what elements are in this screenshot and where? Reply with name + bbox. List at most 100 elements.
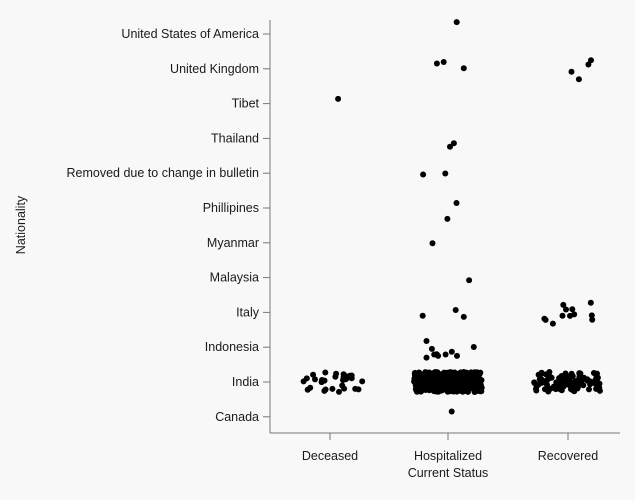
data-point-hospitalized-indonesia [470, 344, 477, 350]
data-point-hospitalized-india [414, 375, 421, 382]
data-point-hospitalized-phillipines [444, 215, 451, 222]
y-tick-label-united-states-of-america: United States of America [121, 27, 259, 41]
data-point-recovered-united-kingdom [585, 61, 592, 68]
data-point-deceased-india [341, 385, 348, 392]
data-point-hospitalized-india [436, 382, 443, 389]
data-point-recovered-india [577, 370, 584, 377]
data-point-hospitalized-italy [419, 312, 426, 319]
data-point-deceased-india [307, 384, 314, 391]
data-point-hospitalized-india [477, 388, 483, 395]
data-point-hospitalized-myanmar [429, 240, 436, 247]
y-tick-label-canada: Canada [215, 410, 259, 424]
data-point-hospitalized-indonesia [428, 345, 435, 352]
x-tick-label-deceased: Deceased [302, 449, 358, 463]
data-point-recovered-italy [587, 299, 594, 306]
data-point-recovered-india [596, 384, 603, 391]
data-point-hospitalized-united-kingdom [433, 60, 440, 67]
data-points [300, 19, 603, 415]
data-point-hospitalized-india [416, 386, 423, 393]
data-point-hospitalized-india [471, 382, 478, 388]
x-tick-label-hospitalized: Hospitalized [414, 449, 482, 463]
data-point-deceased-india [322, 369, 329, 376]
data-point-hospitalized-india [426, 386, 433, 392]
data-point-hospitalized-indonesia [454, 352, 460, 359]
data-point-hospitalized-india [462, 374, 468, 381]
data-point-recovered-united-kingdom [575, 76, 582, 83]
data-point-hospitalized-indonesia [448, 348, 455, 355]
data-point-deceased-india [303, 375, 310, 382]
data-point-recovered-italy [569, 306, 576, 313]
y-axis-ticks: United States of America United Kingdom Ti… [67, 27, 270, 424]
data-point-recovered-united-kingdom [568, 68, 575, 75]
y-tick-label-malaysia: Malaysia [210, 271, 259, 285]
data-point-hospitalized-india [423, 370, 430, 377]
data-point-hospitalized-india [439, 374, 446, 380]
y-tick-label-united-kingdom: United Kingdom [170, 62, 259, 76]
data-point-hospitalized-india [474, 374, 481, 381]
data-point-recovered-india [542, 377, 549, 384]
data-point-hospitalized-indonesia [423, 338, 430, 344]
data-point-recovered-india [590, 379, 597, 386]
data-point-hospitalized-indonesia [442, 351, 449, 358]
data-point-hospitalized-removed-due-to-change-in-bulletin [420, 171, 427, 178]
data-point-recovered-india [596, 380, 603, 387]
y-tick-label-phillipines: Phillipines [203, 201, 259, 215]
data-point-recovered-india [531, 379, 538, 386]
data-point-hospitalized-india [455, 380, 462, 387]
data-point-hospitalized-indonesia [423, 354, 430, 361]
data-point-recovered-india [563, 377, 570, 383]
data-point-hospitalized-phillipines [453, 200, 460, 206]
data-point-deceased-india [340, 374, 347, 381]
y-tick-label-thailand: Thailand [211, 131, 259, 145]
data-point-recovered-india [542, 386, 548, 393]
data-point-hospitalized-india [429, 379, 436, 386]
data-point-deceased-india [312, 376, 318, 383]
data-point-recovered-italy [589, 316, 596, 323]
y-tick-label-myanmar: Myanmar [207, 236, 259, 250]
data-point-deceased-india [355, 386, 362, 393]
data-point-deceased-india [336, 388, 342, 395]
data-point-hospitalized-india [469, 373, 476, 380]
data-point-hospitalized-india [442, 369, 449, 376]
data-point-recovered-italy [542, 316, 549, 323]
data-point-recovered-india [584, 376, 591, 383]
data-point-recovered-italy [567, 312, 573, 319]
data-point-deceased-india [333, 370, 340, 377]
y-tick-label-italy: Italy [236, 305, 260, 319]
data-point-deceased-india [329, 385, 336, 392]
data-point-recovered-india [542, 371, 549, 378]
data-point-deceased-india [348, 375, 355, 382]
data-point-hospitalized-india [464, 370, 471, 377]
data-point-recovered-india [533, 387, 540, 394]
data-point-recovered-india [561, 382, 568, 388]
data-point-hospitalized-italy [460, 313, 467, 320]
data-point-hospitalized-thailand [447, 143, 453, 150]
data-point-deceased-tibet [335, 95, 342, 102]
data-point-recovered-italy [549, 320, 556, 327]
data-point-hospitalized-india [418, 379, 425, 386]
data-point-recovered-india [593, 374, 600, 381]
data-point-hospitalized-indonesia [431, 351, 438, 358]
y-tick-label-india: India [232, 375, 259, 389]
data-point-hospitalized-united-states-of-america [453, 19, 460, 26]
data-point-hospitalized-india [456, 387, 462, 394]
data-point-recovered-italy [563, 306, 569, 313]
x-axis-title: Current Status [408, 466, 489, 480]
data-point-recovered-india [536, 376, 543, 383]
data-point-hospitalized-india [431, 372, 438, 379]
data-point-hospitalized-thailand [450, 140, 457, 147]
y-tick-label-tibet: Tibet [232, 97, 260, 111]
data-point-recovered-india [558, 377, 565, 384]
data-point-hospitalized-india [452, 370, 459, 377]
data-point-recovered-india [586, 386, 592, 393]
data-point-hospitalized-india [457, 374, 464, 380]
data-point-recovered-india [568, 370, 575, 377]
y-tick-label-indonesia: Indonesia [205, 340, 259, 354]
data-point-recovered-italy [588, 312, 595, 319]
data-point-hospitalized-removed-due-to-change-in-bulletin [442, 170, 449, 177]
data-point-hospitalized-india [412, 369, 419, 376]
data-point-recovered-italy [560, 301, 567, 308]
data-point-hospitalized-canada [448, 408, 455, 415]
data-point-hospitalized-united-kingdom [460, 65, 467, 72]
